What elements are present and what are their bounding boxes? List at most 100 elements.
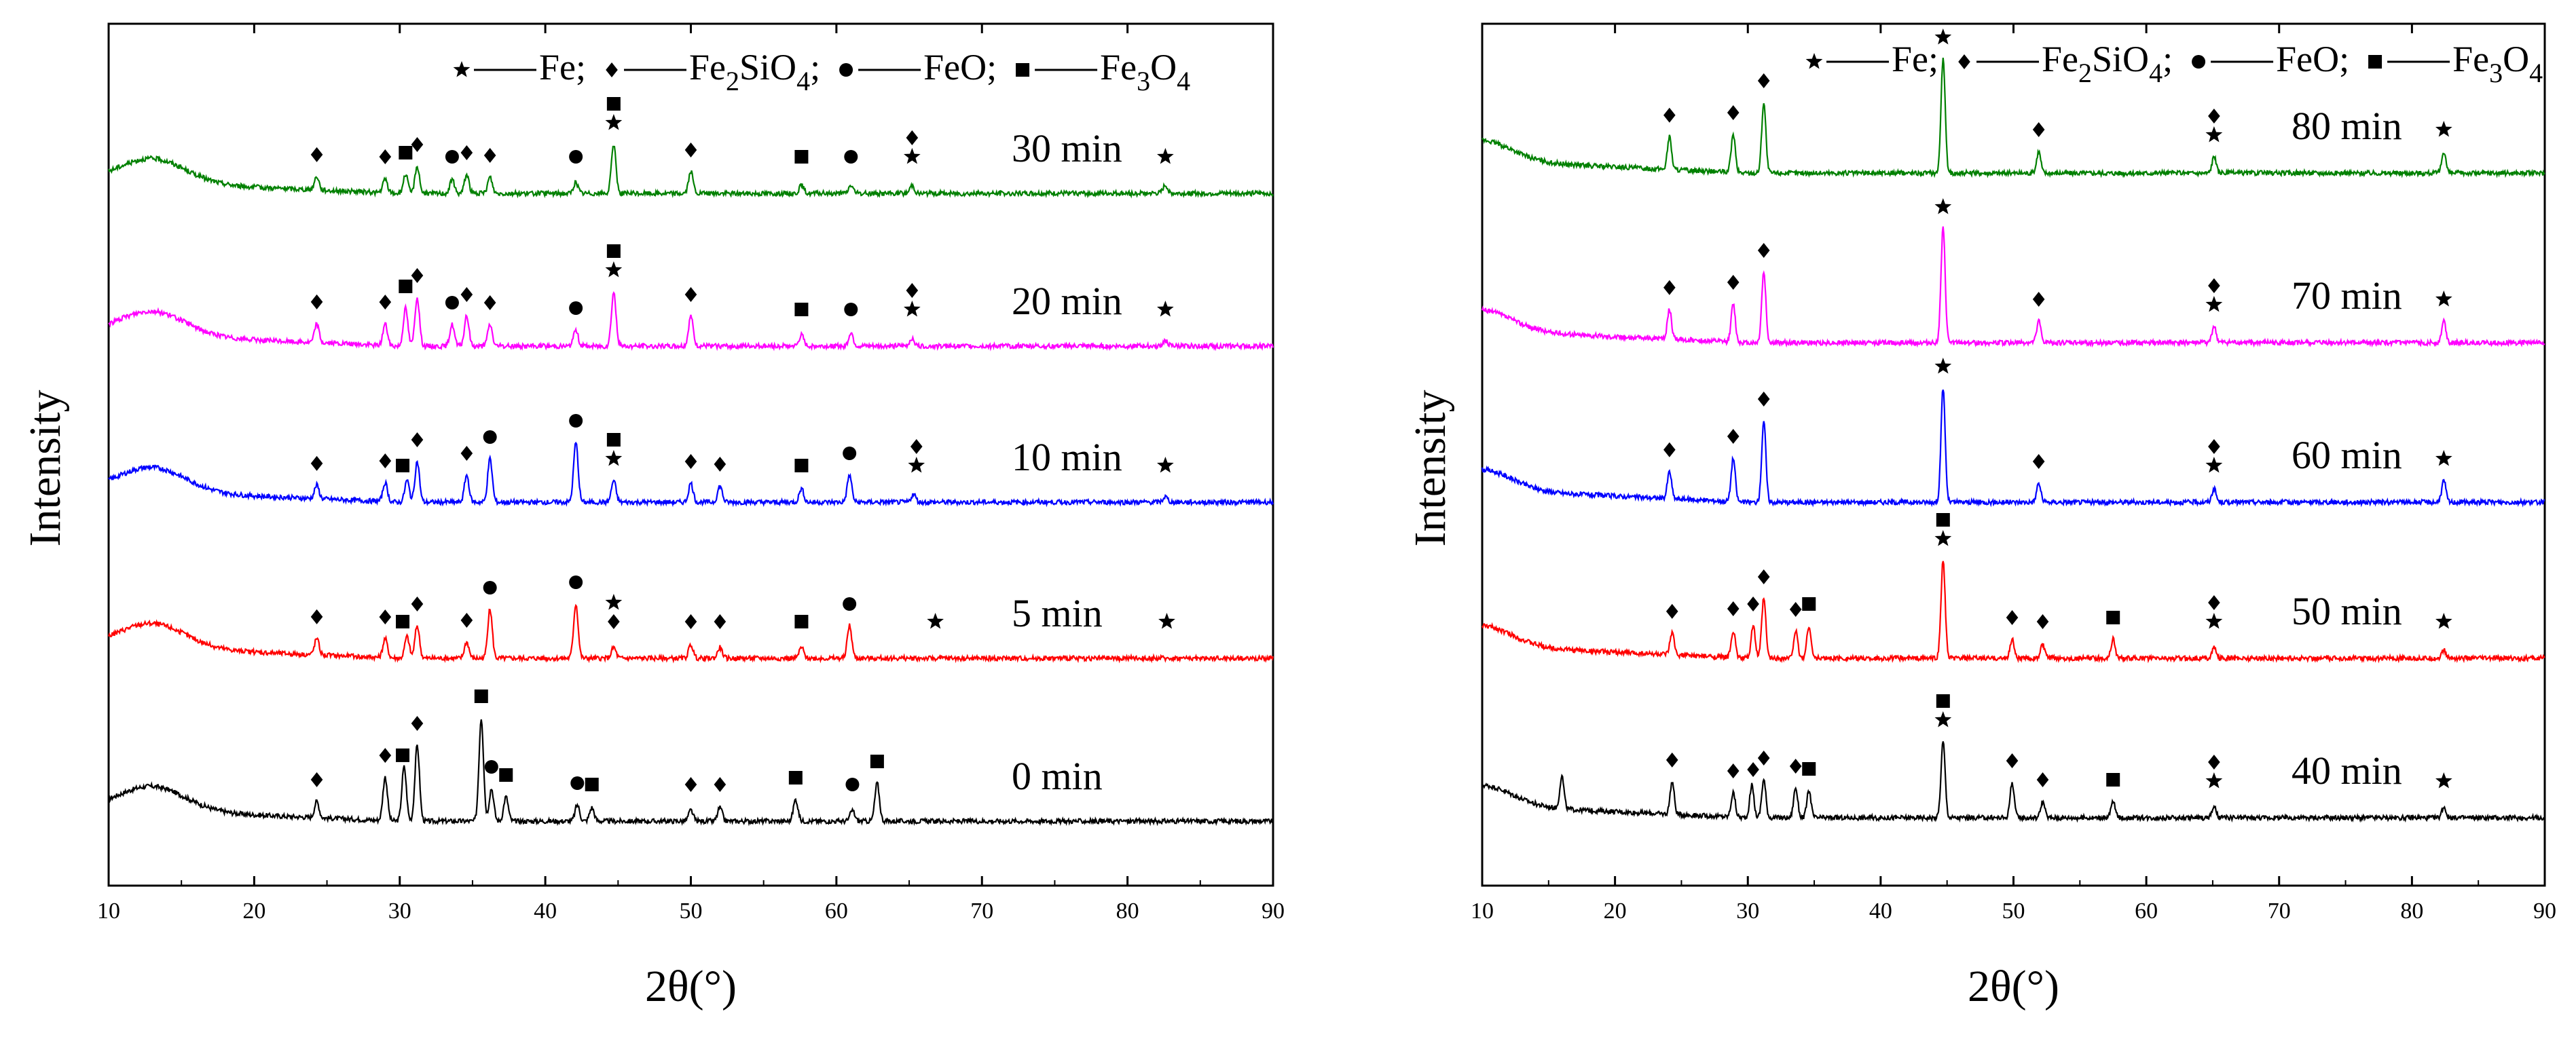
legend-label: Fe3O4 xyxy=(2452,39,2543,88)
fe-star-marker xyxy=(605,450,623,466)
fe-star-marker xyxy=(1157,148,1174,164)
fe2sio4-diamond-marker xyxy=(411,432,424,447)
fe2sio4-diamond-marker xyxy=(2006,753,2019,768)
fe2sio4-diamond-marker xyxy=(2208,439,2220,454)
fe-star-marker xyxy=(927,613,944,629)
feo-circle-marker xyxy=(845,778,860,791)
x-tick-label: 10 xyxy=(1471,899,1494,924)
fe2sio4-diamond-marker xyxy=(1727,429,1740,445)
fe2sio4-diamond-marker xyxy=(310,772,323,787)
legend-label: Fe; xyxy=(539,47,586,88)
trace-label: 20 min xyxy=(1012,279,1122,323)
fe-star-marker xyxy=(1157,301,1174,317)
feo-circle-marker xyxy=(2192,55,2206,69)
fe2sio4-diamond-marker xyxy=(1747,596,1759,611)
legend: Fe; Fe2SiO4; FeO; Fe3O4 xyxy=(453,47,1190,96)
trace-label: 80 min xyxy=(2292,104,2402,148)
fe2sio4-diamond-marker xyxy=(460,145,473,160)
legend-formula-part: Fe xyxy=(2042,39,2078,79)
fe3o4-square-marker xyxy=(585,778,599,791)
trace-label: 10 min xyxy=(1012,435,1122,479)
trace-label: 5 min xyxy=(1012,591,1103,635)
legend-subscript: 4 xyxy=(1177,66,1190,96)
xrd-trace xyxy=(108,291,1274,352)
fe-star-marker xyxy=(1934,530,1952,546)
fe2sio4-diamond-marker xyxy=(606,62,618,77)
fe3o4-square-marker xyxy=(396,459,410,472)
fe3o4-square-marker xyxy=(396,615,410,628)
fe3o4-square-marker xyxy=(499,768,513,782)
fe2sio4-diamond-marker xyxy=(379,748,392,763)
fe2sio4-diamond-marker xyxy=(1958,54,1970,69)
fe-star-marker xyxy=(1934,711,1952,728)
fe2sio4-diamond-marker xyxy=(2036,772,2049,787)
fe2sio4-diamond-marker xyxy=(1789,759,1802,774)
fe-star-marker xyxy=(2205,457,2223,473)
x-tick-label: 80 xyxy=(2400,899,2423,924)
feo-circle-marker xyxy=(570,776,585,790)
fe2sio4-diamond-marker xyxy=(2032,454,2045,469)
fe3o4-square-marker xyxy=(606,244,621,258)
legend-label: Fe; xyxy=(1892,39,1938,79)
x-tick-label: 70 xyxy=(2268,899,2291,924)
fe-star-marker xyxy=(908,457,925,473)
fe2sio4-diamond-marker xyxy=(2036,614,2049,629)
feo-circle-marker xyxy=(569,414,583,428)
fe3o4-square-marker xyxy=(794,459,809,472)
legend-label: Fe2SiO4; xyxy=(2042,39,2173,88)
x-tick-label: 60 xyxy=(2135,899,2158,924)
trace-label: 40 min xyxy=(2292,749,2402,793)
feo-circle-marker xyxy=(844,150,858,164)
legend-formula-part: Fe xyxy=(2452,39,2489,79)
xrd-trace xyxy=(107,145,1274,199)
fe3o4-square-marker xyxy=(606,97,621,111)
fe-star-marker xyxy=(1157,457,1174,473)
fe2sio4-diamond-marker xyxy=(1789,602,1802,617)
fe-star-marker xyxy=(2435,121,2452,137)
chart-panel-2: 10 20 30 40 50 60 70 80 90 2θ(°) Intensity 40 min 50… xyxy=(1405,22,2556,1011)
fe2sio4-diamond-marker xyxy=(2032,292,2045,307)
fe3o4-square-marker xyxy=(474,689,488,703)
fe3o4-square-marker xyxy=(794,303,809,316)
fe2sio4-diamond-marker xyxy=(1666,603,1678,619)
trace-label: 60 min xyxy=(2292,433,2402,477)
fe2sio4-diamond-marker xyxy=(310,455,323,471)
x-axis-title: 2θ(°) xyxy=(1968,962,2059,1011)
fe2sio4-diamond-marker xyxy=(1757,751,1770,766)
fe2sio4-diamond-marker xyxy=(379,453,392,469)
fe2sio4-diamond-marker xyxy=(1727,601,1740,617)
fe2sio4-diamond-marker xyxy=(1666,752,1678,768)
fe2sio4-diamond-marker xyxy=(906,283,919,298)
trace-label: 50 min xyxy=(2292,589,2402,633)
fe2sio4-diamond-marker xyxy=(906,130,919,145)
fe2sio4-diamond-marker xyxy=(1757,392,1770,407)
x-tick-label: 80 xyxy=(1116,899,1139,924)
fe-star-marker xyxy=(2435,772,2452,789)
fe2sio4-diamond-marker xyxy=(411,267,424,283)
legend-formula-part: Fe xyxy=(1100,47,1137,88)
fe2sio4-diamond-marker xyxy=(2208,278,2220,293)
fe2sio4-diamond-marker xyxy=(910,439,923,454)
fe-star-marker xyxy=(605,594,623,610)
fe3o4-square-marker xyxy=(2106,611,2120,624)
fe2sio4-diamond-marker xyxy=(1747,761,1759,777)
fe2sio4-diamond-marker xyxy=(310,147,323,162)
feo-circle-marker xyxy=(839,63,853,77)
xrd-trace xyxy=(1481,389,2545,508)
fe2sio4-diamond-marker xyxy=(411,136,424,152)
fe3o4-square-marker xyxy=(2368,55,2382,69)
x-tick-label: 60 xyxy=(825,899,848,924)
legend-formula-part: O xyxy=(1150,47,1177,88)
fe3o4-square-marker xyxy=(794,615,809,628)
fe2sio4-diamond-marker xyxy=(684,454,697,469)
x-tick-label: 40 xyxy=(1869,899,1892,924)
legend-formula-part: SiO xyxy=(2092,39,2149,79)
fe2sio4-diamond-marker xyxy=(483,148,496,163)
fe2sio4-diamond-marker xyxy=(460,446,473,461)
fe-star-marker xyxy=(904,301,921,317)
fe3o4-square-marker xyxy=(794,150,809,164)
xrd-trace xyxy=(1482,57,2545,178)
legend-formula-part: O xyxy=(2503,39,2529,79)
